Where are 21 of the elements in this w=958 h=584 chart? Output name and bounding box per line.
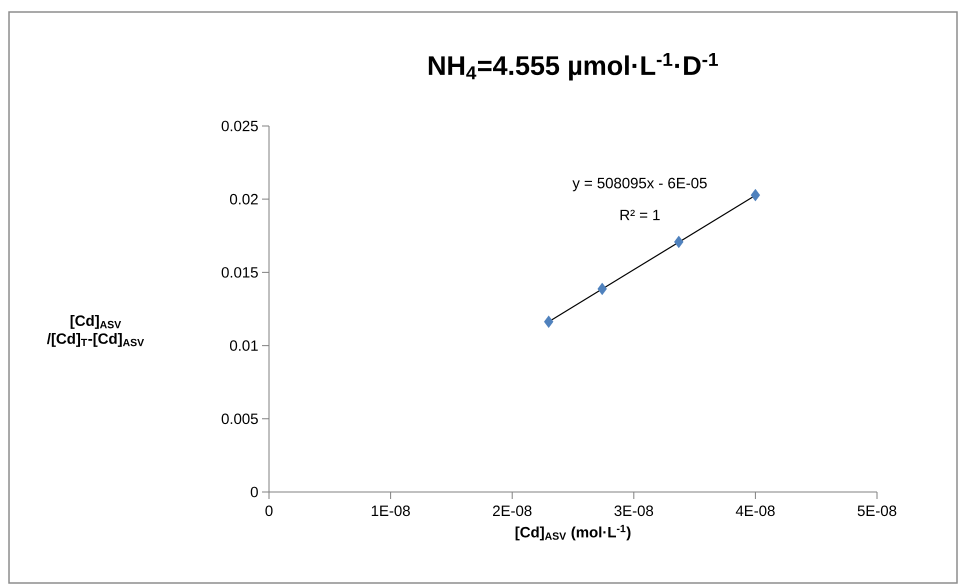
annotation: R² = 1 (620, 210, 660, 220)
y-tick-label: 0.015 (222, 267, 258, 278)
y-tick-label: 0 (250, 486, 258, 498)
x-tick-label: 4E-08 (736, 506, 775, 516)
point (674, 236, 684, 248)
point (544, 316, 554, 328)
y-tick-label: 0.01 (230, 340, 258, 351)
text: [Cd]$_{ASV}$ /[Cd]$_{T}$-[Cd]$_{ASV}$ (46, 315, 144, 347)
x-tick-label: 1E-08 (372, 506, 410, 516)
x-tick-label: 5E-08 (858, 506, 896, 516)
x-axis-title: [Cd]$_{ASV}$ (mol·L$^{-1}$) (516, 524, 630, 540)
point (597, 282, 607, 296)
y-tick-label: 0.025 (222, 120, 258, 132)
y-tick-label: 0.005 (222, 413, 258, 424)
y-tick-label: 0.02 (230, 194, 258, 204)
chart-title: NH$_{4}$=4.555 µmol·L$^{-1}$·D$^{-1}$ (428, 52, 718, 80)
x-tick-label: 3E-08 (614, 506, 654, 516)
annotation: y = 508095x - 6E-05 (572, 178, 707, 192)
x-tick-label: 2E-08 (493, 506, 532, 516)
x-tick-label: 0 (265, 506, 273, 516)
point (750, 188, 760, 202)
